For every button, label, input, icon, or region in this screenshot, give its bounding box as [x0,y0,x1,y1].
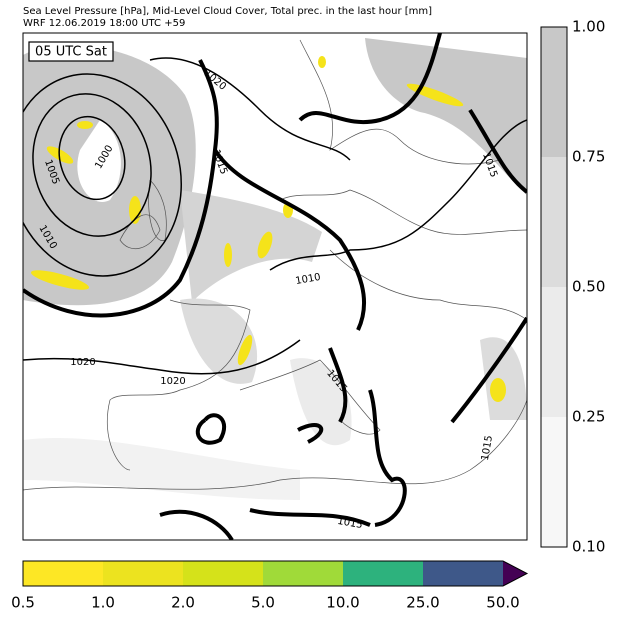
colorbar-label: 5.0 [251,594,275,612]
cloud-area [480,337,527,420]
precip-colorbar: 0.5 1.0 2.0 5.0 10.0 25.0 50.0 [11,560,529,612]
cloud-gap [77,120,121,202]
colorbar-segment [541,417,567,547]
cloud-area [180,190,322,302]
colorbar-label: 0.5 [11,594,35,612]
time-label: 05 UTC Sat [35,45,107,60]
isobar [269,119,527,271]
isobar [23,59,219,318]
precip-area [257,231,273,259]
isobar [298,33,442,125]
contour-label: 1020 [160,376,185,387]
border [279,189,527,235]
colorbar-segment [263,561,343,586]
colorbar-segment [541,287,567,417]
coastline [106,299,251,471]
colorbar-segment [23,561,103,586]
colorbar-label: 25.0 [406,594,439,612]
isobar [23,339,301,375]
isobar [195,413,227,445]
map: 1020 1015 1000 1005 1010 1010 1020 1020 … [22,32,528,541]
colorbar-label: 0.75 [572,148,605,166]
colorbar-frame [22,560,529,587]
isobars-1015 [23,33,527,540]
colorbar-segment [541,27,567,157]
isobar [328,347,348,423]
precip-area [318,56,326,68]
cloud-area [290,358,352,446]
title: Sea Level Pressure [hPa], Mid-Level Clou… [23,6,432,17]
colorbar-segment [541,157,567,287]
isobar [368,389,407,527]
coastline [23,399,527,491]
colorbar-label: 0.50 [572,278,605,296]
time-box [28,41,114,62]
colorbar-label: 10.0 [326,594,359,612]
colorbar-frame [540,26,568,548]
cloud-area [180,298,258,384]
isobar [23,73,182,277]
colorbar-label: 50.0 [486,594,519,612]
coastline [299,39,501,165]
isobars [23,57,527,375]
contour-label: 1015 [480,435,495,462]
colorbar-segment [423,561,503,586]
isobar [32,93,152,237]
isobar [58,115,126,201]
colorbar-segment [183,561,263,586]
precip-area [46,146,74,164]
cloud-cover [23,38,527,500]
isobar [468,108,527,194]
contour-label: 1010 [295,272,322,287]
isobar [159,509,234,540]
precip-area [30,270,90,290]
colorbar-label: 1.00 [572,18,605,36]
map-frame [22,32,528,541]
colorbar-label: 1.0 [91,594,115,612]
isobar [213,148,367,331]
map-layers [23,33,527,540]
precip-area [224,243,232,267]
precip-area [77,121,93,129]
cloud-colorbar: 1.00 0.75 0.50 0.25 0.10 [540,18,605,556]
isobar [450,316,527,424]
precip-area [490,378,506,402]
isobar [249,508,371,527]
subtitle: WRF 12.06.2019 18:00 UTC +59 [23,18,185,29]
contour-label: 1015 [336,516,363,531]
colorbar-segment [103,561,183,586]
precip-area [237,334,253,366]
isobar [297,423,323,444]
contour-label: 1020 [70,357,95,368]
cloud-area [23,437,300,500]
colorbar-extension [503,561,527,586]
isobar [149,57,351,161]
colorbar-label: 0.25 [572,408,605,426]
cloud-area [365,38,527,195]
colorbar-label: 2.0 [171,594,195,612]
colorbar-segment [343,561,423,586]
colorbar-label: 0.10 [572,538,605,556]
